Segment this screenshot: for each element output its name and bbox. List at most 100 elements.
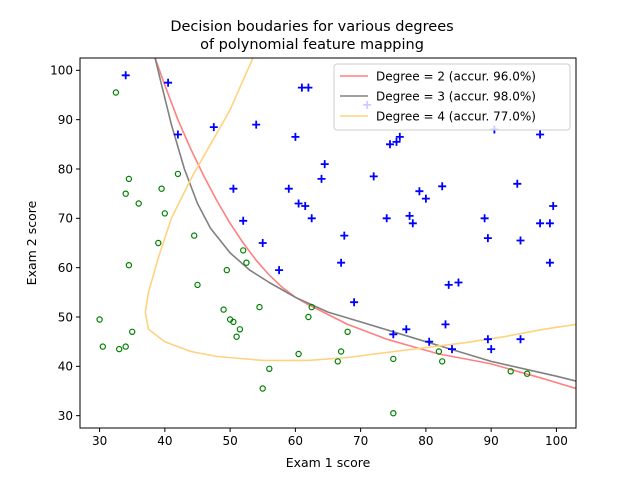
data-point-circle (334, 358, 341, 365)
y-tick-label: 80 (58, 162, 73, 176)
data-point-circle (96, 316, 103, 323)
data-point-circle (295, 350, 302, 358)
data-point-circle (305, 313, 312, 321)
y-tick-label: 90 (58, 113, 73, 127)
data-point-plus (487, 345, 496, 354)
data-point-circle (236, 326, 244, 333)
data-point-circle (125, 262, 133, 269)
legend-label: Degree = 3 (accur. 98.0%) (376, 90, 536, 104)
data-point-circle (507, 368, 514, 375)
data-point-plus (317, 174, 326, 183)
data-point-circle (155, 239, 162, 247)
x-tick-label: 90 (484, 434, 499, 448)
y-tick-label: 50 (58, 310, 73, 324)
data-point-circle (158, 185, 165, 192)
y-tick-label: 40 (58, 360, 73, 374)
data-point-plus (441, 320, 450, 329)
data-point-circle (122, 190, 129, 197)
data-point-circle (390, 355, 397, 363)
x-tick-label: 60 (288, 434, 303, 448)
y-axis-label: Exam 2 score (24, 200, 39, 285)
data-point-plus (258, 239, 267, 247)
data-point-circle (135, 200, 142, 207)
data-point-circle (256, 303, 263, 311)
data-point-plus (164, 78, 173, 87)
plot-frame (79, 57, 577, 429)
boundary-layer (144, 58, 576, 390)
data-point-plus (536, 130, 545, 139)
y-tick-label: 70 (58, 212, 73, 226)
data-point-circle (190, 232, 198, 239)
data-point-plus (337, 258, 346, 267)
x-axis-ticks: 30 40 50 60 70 80 90 100 (92, 428, 568, 448)
data-point-circle (194, 281, 201, 289)
data-point-plus (402, 325, 411, 334)
data-point-plus (516, 335, 525, 344)
data-point-plus (444, 280, 453, 289)
data-point-plus (425, 337, 434, 346)
legend-label: Degree = 4 (accur. 77.0%) (376, 110, 536, 124)
data-point-plus (405, 211, 414, 220)
data-point-plus (382, 214, 391, 223)
data-point-circle (439, 358, 446, 365)
data-point-plus (483, 335, 492, 344)
data-point-plus (275, 266, 284, 275)
x-tick-label: 30 (92, 434, 107, 448)
data-point-plus (438, 182, 447, 191)
data-point-plus (340, 231, 349, 240)
data-point-plus (239, 216, 248, 225)
data-point-plus (395, 132, 404, 141)
data-point-circle (220, 306, 227, 313)
chart-title-line-1: Decision boudaries for various degrees (170, 19, 453, 35)
data-point-plus (513, 179, 522, 188)
data-point-plus (304, 83, 313, 92)
data-point-circle (122, 343, 129, 350)
data-point-circle (233, 333, 240, 340)
data-point-plus (284, 184, 293, 193)
data-point-circle (243, 259, 250, 266)
y-axis-ticks: 30 40 50 60 70 80 90 100 (50, 64, 80, 423)
x-tick-label: 70 (353, 434, 368, 448)
legend: Degree = 2 (accur. 96.0%) Degree = 3 (acc… (333, 63, 571, 131)
data-point-plus (209, 123, 218, 132)
data-point-plus (454, 278, 463, 287)
data-point-plus (480, 214, 489, 223)
y-tick-label: 100 (50, 64, 73, 78)
data-point-plus (291, 132, 300, 141)
data-point-circle (344, 328, 351, 335)
data-point-circle (174, 170, 182, 178)
data-point-circle (128, 328, 136, 335)
chart-title-line-2: of polynomial feature mapping (200, 37, 424, 53)
data-point-plus (350, 298, 359, 307)
data-point-plus (545, 219, 554, 228)
data-point-plus (421, 194, 430, 203)
y-tick-label: 30 (58, 409, 73, 423)
data-point-circle (161, 210, 168, 217)
data-point-circle (125, 175, 133, 183)
data-point-plus (415, 187, 424, 196)
boundary-line-degree-4 (144, 58, 576, 362)
data-point-plus (516, 236, 525, 245)
data-point-circle (390, 410, 397, 417)
data-point-plus (301, 202, 310, 210)
x-tick-label: 100 (545, 434, 568, 448)
data-point-plus (320, 160, 329, 169)
data-point-plus (545, 258, 554, 267)
y-tick-label: 60 (58, 261, 73, 275)
data-point-circle (99, 343, 107, 350)
data-point-plus (549, 202, 558, 210)
data-point-circle (239, 247, 247, 254)
data-point-circle (223, 266, 230, 274)
legend-box (333, 63, 571, 131)
data-point-plus (294, 199, 303, 208)
data-point-circle (308, 303, 315, 311)
x-tick-label: 80 (418, 434, 433, 448)
data-point-plus (483, 234, 492, 243)
data-point-circle (230, 318, 237, 326)
x-tick-label: 50 (222, 434, 237, 448)
data-point-plus (389, 330, 398, 339)
data-point-circle (259, 385, 266, 392)
data-point-plus (229, 184, 238, 193)
